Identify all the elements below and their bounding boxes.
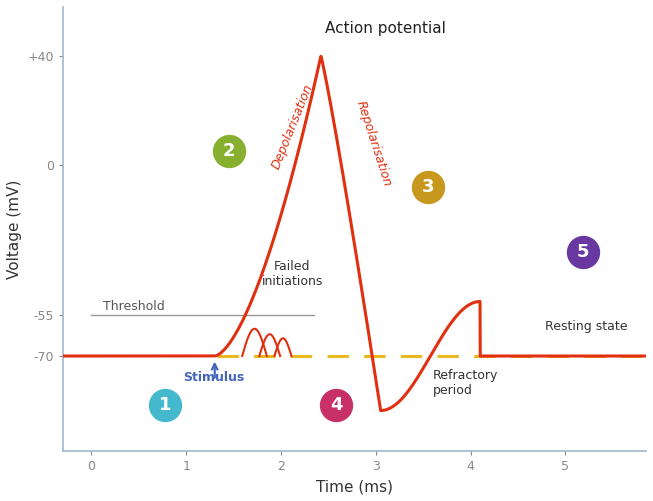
Text: Depolarisation: Depolarisation: [270, 83, 315, 171]
Text: Resting state: Resting state: [545, 320, 627, 333]
Text: Action potential: Action potential: [325, 21, 446, 36]
Text: 1: 1: [159, 396, 172, 414]
Text: Threshold: Threshold: [103, 301, 165, 314]
Text: Failed
initiations: Failed initiations: [262, 260, 323, 288]
Text: Repolarisation: Repolarisation: [354, 99, 394, 188]
Text: 4: 4: [330, 396, 342, 414]
Text: 3: 3: [422, 178, 434, 196]
Y-axis label: Voltage (mV): Voltage (mV): [7, 179, 22, 279]
X-axis label: Time (ms): Time (ms): [316, 479, 393, 494]
Text: 2: 2: [223, 142, 235, 160]
Text: 5: 5: [577, 243, 589, 262]
Text: Refractory
period: Refractory period: [433, 369, 498, 397]
Text: Stimulus: Stimulus: [183, 371, 245, 384]
